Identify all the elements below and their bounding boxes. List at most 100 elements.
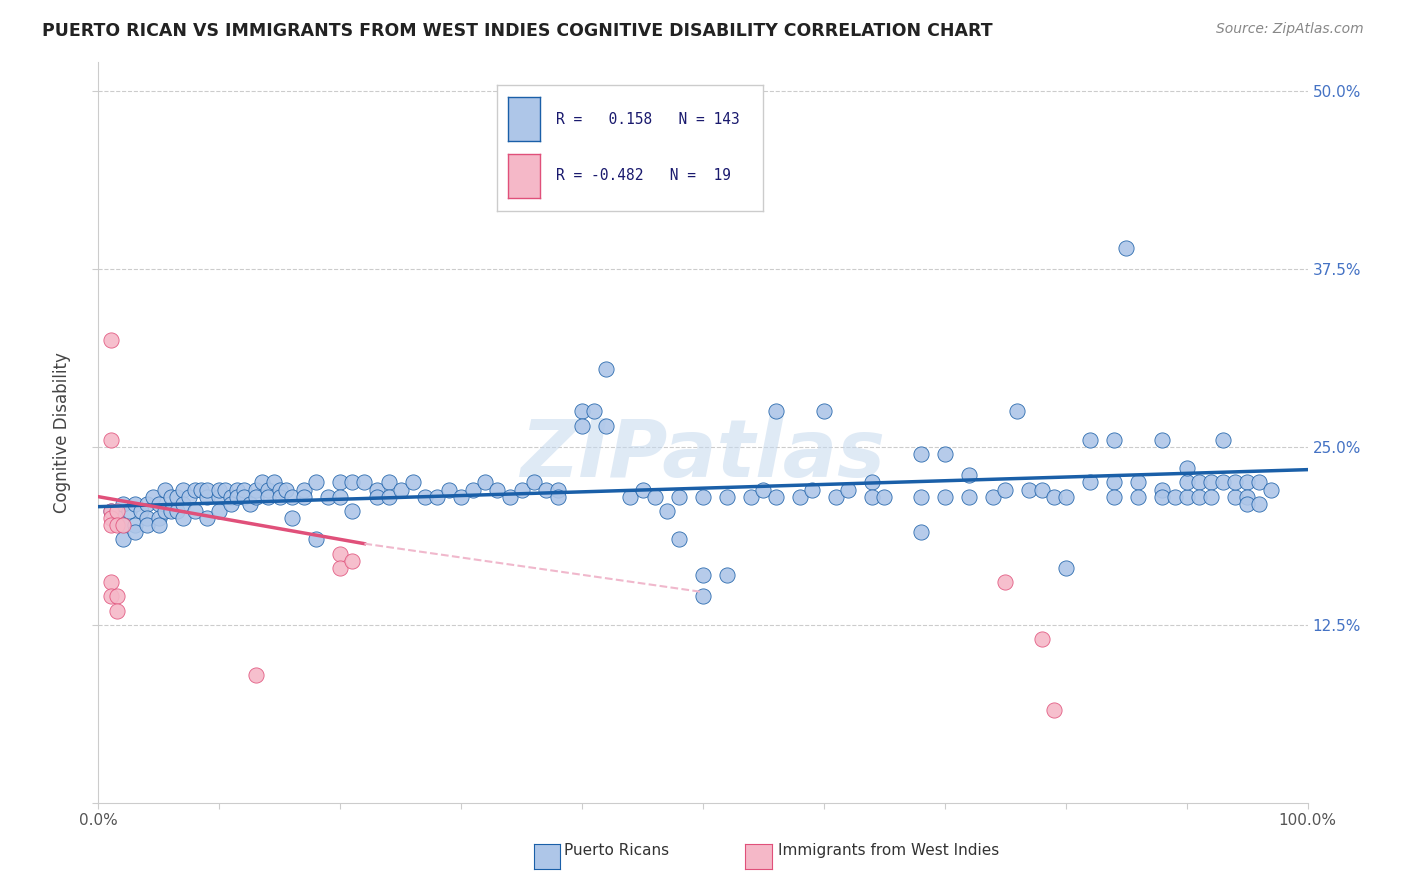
Point xyxy=(498,490,520,504)
Point xyxy=(172,497,194,511)
Point xyxy=(716,490,738,504)
Point xyxy=(111,518,134,533)
Point xyxy=(124,518,146,533)
Point xyxy=(860,475,883,490)
Point xyxy=(256,490,278,504)
Point xyxy=(135,511,157,525)
Point xyxy=(366,490,388,504)
Point xyxy=(105,504,128,518)
Point xyxy=(534,483,557,497)
Point xyxy=(100,504,122,518)
Point xyxy=(692,590,714,604)
Point xyxy=(263,475,285,490)
Point xyxy=(1223,475,1246,490)
Point xyxy=(1236,497,1258,511)
Point xyxy=(765,490,787,504)
Point xyxy=(153,483,176,497)
Point xyxy=(1054,490,1077,504)
Point xyxy=(329,475,352,490)
Point xyxy=(184,504,207,518)
Point xyxy=(366,483,388,497)
Point xyxy=(668,533,690,547)
Point xyxy=(1054,561,1077,575)
Point xyxy=(208,490,231,504)
Point xyxy=(316,490,339,504)
Point xyxy=(789,490,811,504)
Point xyxy=(1115,240,1137,255)
Point xyxy=(195,490,218,504)
Point xyxy=(523,475,546,490)
Point xyxy=(342,504,364,518)
Point xyxy=(994,575,1017,590)
Point xyxy=(474,475,496,490)
Point xyxy=(463,483,485,497)
Point xyxy=(148,511,170,525)
Point xyxy=(740,490,762,504)
Point xyxy=(269,490,291,504)
Point xyxy=(148,518,170,533)
Point xyxy=(100,511,122,525)
Point xyxy=(111,533,134,547)
Point xyxy=(232,490,254,504)
Point xyxy=(1249,497,1271,511)
Point xyxy=(1175,475,1198,490)
Point xyxy=(111,518,134,533)
Point xyxy=(160,490,183,504)
Point xyxy=(1102,433,1125,447)
Point xyxy=(172,483,194,497)
Point xyxy=(329,547,352,561)
Point xyxy=(389,483,412,497)
Point xyxy=(105,511,128,525)
Point xyxy=(153,504,176,518)
Point xyxy=(1102,475,1125,490)
Point xyxy=(644,490,666,504)
Point xyxy=(910,525,932,540)
Point xyxy=(595,418,617,433)
Point xyxy=(190,483,212,497)
Point xyxy=(813,404,835,418)
Point xyxy=(129,504,152,518)
Point xyxy=(1163,490,1185,504)
Point xyxy=(292,483,315,497)
Point xyxy=(135,497,157,511)
Point xyxy=(571,404,593,418)
Point xyxy=(221,490,243,504)
Point xyxy=(1175,461,1198,475)
Point xyxy=(765,404,787,418)
Point xyxy=(825,490,848,504)
Point xyxy=(292,490,315,504)
Point xyxy=(226,483,249,497)
Point xyxy=(329,490,352,504)
Point xyxy=(1018,483,1040,497)
Point xyxy=(166,490,188,504)
Point xyxy=(655,504,678,518)
Point xyxy=(118,504,141,518)
Point xyxy=(583,404,606,418)
Point xyxy=(100,575,122,590)
Point xyxy=(124,497,146,511)
Point xyxy=(377,490,399,504)
Text: Puerto Ricans: Puerto Ricans xyxy=(564,844,669,858)
Point xyxy=(100,504,122,518)
Text: PUERTO RICAN VS IMMIGRANTS FROM WEST INDIES COGNITIVE DISABILITY CORRELATION CHA: PUERTO RICAN VS IMMIGRANTS FROM WEST IND… xyxy=(42,22,993,40)
Point xyxy=(692,490,714,504)
Point xyxy=(179,490,201,504)
Point xyxy=(105,518,128,533)
Point xyxy=(1236,475,1258,490)
Point xyxy=(631,483,654,497)
Point xyxy=(1212,475,1234,490)
Point xyxy=(1152,483,1174,497)
Point xyxy=(214,483,236,497)
Point xyxy=(571,418,593,433)
Point xyxy=(437,483,460,497)
Point xyxy=(281,490,304,504)
Point xyxy=(342,554,364,568)
Point xyxy=(413,490,436,504)
Point xyxy=(402,475,425,490)
Point xyxy=(221,497,243,511)
Point xyxy=(1102,490,1125,504)
Point xyxy=(135,518,157,533)
Point xyxy=(195,511,218,525)
Point xyxy=(239,497,262,511)
Text: Immigrants from West Indies: Immigrants from West Indies xyxy=(778,844,1000,858)
